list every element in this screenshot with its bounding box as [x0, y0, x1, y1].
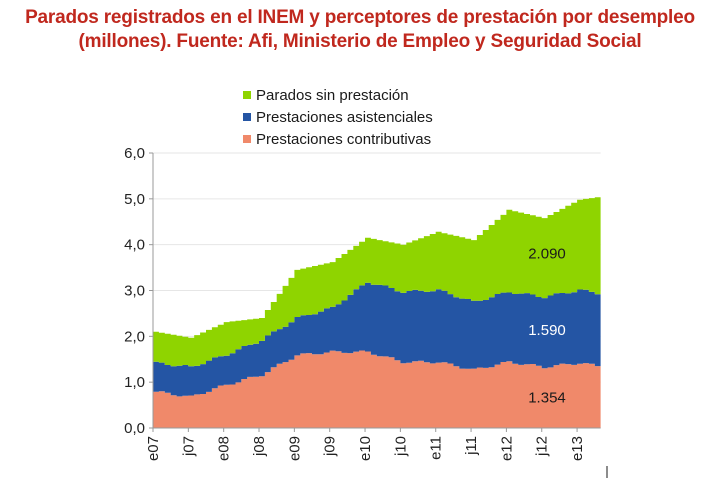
y-tick-label: 0,0	[124, 420, 145, 437]
x-tick-label: j11	[463, 436, 480, 456]
chart-title-line-1: Parados registrados en el INEM y percept…	[25, 7, 695, 28]
x-tick-label: e11	[428, 436, 445, 460]
chart-title: Parados registrados en el INEM y percept…	[0, 6, 720, 54]
x-tick-label: j09	[322, 436, 339, 457]
y-tick-label: 5,0	[124, 191, 145, 208]
legend-swatch-asistenciales	[243, 113, 251, 121]
legend-item-contributivas: Prestaciones contributivas	[243, 128, 433, 150]
x-tick-label: e13	[569, 436, 586, 461]
legend-label-contributivas: Prestaciones contributivas	[256, 130, 432, 148]
x-tick-label: e09	[286, 436, 303, 461]
legend-item-asistenciales: Prestaciones asistenciales	[243, 106, 433, 128]
y-tick-label: 2,0	[124, 328, 145, 345]
axes: 0,0 1,0 2,0 3,0 4,0 5,0 6,0 e07 j07 e08 j08 e09 j09 e…	[124, 145, 608, 478]
legend-item-parados: Parados sin prestación	[243, 84, 433, 106]
x-tick-label: e08	[216, 436, 233, 461]
area-prestaciones-contributivas	[153, 350, 601, 428]
legend: Parados sin prestación Prestaciones asis…	[243, 84, 433, 150]
x-tick-label: e07	[145, 436, 162, 461]
x-tick-label: j07	[180, 436, 197, 457]
legend-swatch-contributivas	[243, 135, 251, 143]
legend-label-parados: Parados sin prestación	[256, 86, 409, 104]
x-tick-label: e10	[357, 436, 374, 461]
x-tick-label: j12	[534, 436, 551, 457]
legend-label-asistenciales: Prestaciones asistenciales	[256, 108, 433, 126]
data-label-parados-sin-prestaci-n: 2.090	[528, 246, 566, 263]
y-tick-label: 6,0	[124, 145, 145, 162]
series-areas	[153, 197, 601, 428]
data-label-prestaciones-contributivas: 1.354	[528, 390, 566, 407]
area-parados-sin-prestaci-n	[153, 197, 601, 367]
data-labels: 1.354 1.590 2.090	[528, 246, 566, 407]
area-prestaciones-asistenciales	[153, 282, 601, 397]
x-tick-label: e12	[498, 436, 515, 461]
chart-title-line-2: (millones). Fuente: Afi, Ministerio de E…	[78, 31, 642, 52]
data-label-prestaciones-asistenciales: 1.590	[528, 322, 566, 339]
y-tick-label: 4,0	[124, 237, 145, 254]
x-tick-label: j10	[392, 436, 409, 457]
legend-swatch-parados	[243, 91, 251, 99]
y-tick-label: 3,0	[124, 283, 145, 300]
x-tick-label: j08	[251, 436, 268, 457]
y-tick-label: 1,0	[124, 374, 145, 391]
